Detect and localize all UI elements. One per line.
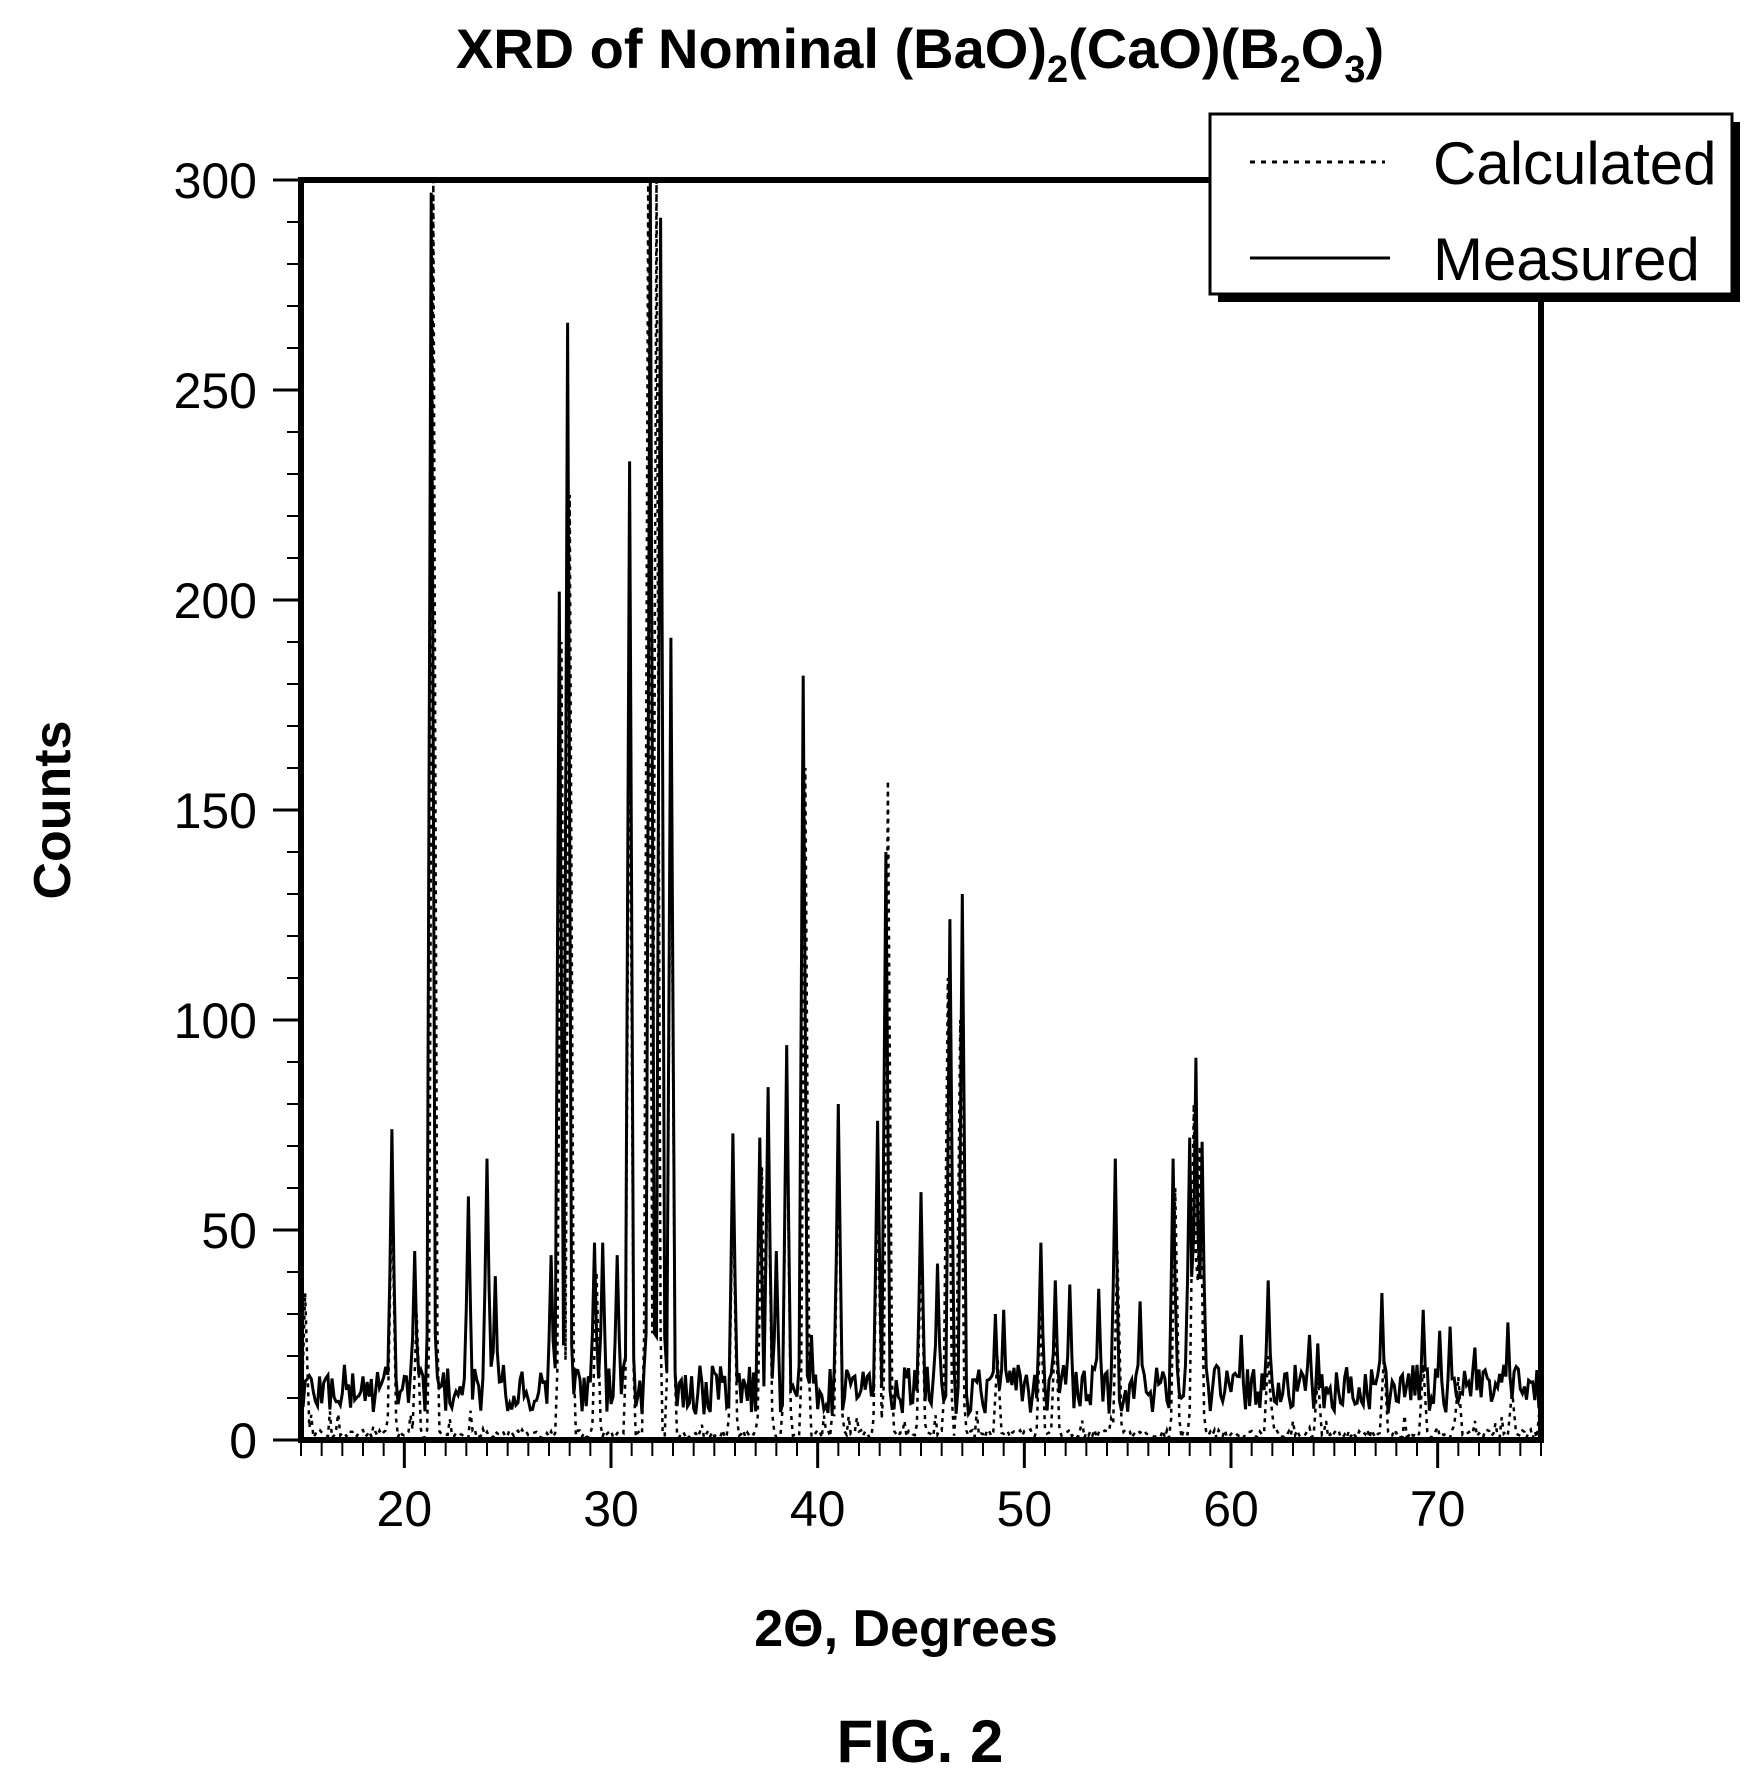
chart-title-sub1: 2 xyxy=(1047,49,1068,91)
chart-title-sub3: 3 xyxy=(1344,49,1365,91)
chart-title-suffix: ) xyxy=(1365,17,1384,80)
y-tick-label: 100 xyxy=(174,993,257,1049)
chart-title-sub2: 2 xyxy=(1280,49,1301,91)
x-tick-label: 60 xyxy=(1203,1481,1259,1537)
legend: Calculated Measured xyxy=(1208,112,1740,302)
legend-calculated-label: Calculated xyxy=(1433,130,1717,197)
x-tick-label: 30 xyxy=(583,1481,639,1537)
figure-label: FIG. 2 xyxy=(837,1708,1004,1775)
series-line-calculated xyxy=(301,180,1541,1440)
y-axis-label: Counts xyxy=(24,720,82,899)
x-tick-label: 70 xyxy=(1410,1481,1466,1537)
y-tick-label: 50 xyxy=(201,1203,257,1259)
chart-title-prefix: XRD of Nominal (BaO) xyxy=(456,17,1047,80)
chart-title: XRD of Nominal (BaO)2(CaO)(B2O3) xyxy=(456,17,1384,91)
y-tick-label: 200 xyxy=(174,573,257,629)
legend-measured-label: Measured xyxy=(1433,226,1700,293)
x-tick-label: 50 xyxy=(997,1481,1053,1537)
series-line-measured xyxy=(301,180,1541,1419)
x-tick-label: 40 xyxy=(790,1481,846,1537)
legend-box xyxy=(1208,112,1734,296)
chart-title-mid: (CaO)(B xyxy=(1068,17,1280,80)
y-tick-label: 250 xyxy=(174,363,257,419)
x-tick-label: 20 xyxy=(377,1481,433,1537)
y-tick-label: 300 xyxy=(174,153,257,209)
tick-layer: 0 50 100 150 200 250 300 20 30 40 50 60 70 xyxy=(174,153,1542,1537)
series-layer xyxy=(301,180,1541,1440)
y-tick-label: 0 xyxy=(229,1413,257,1469)
x-axis-label: 2Θ, Degrees xyxy=(754,1600,1058,1658)
y-tick-label: 150 xyxy=(174,783,257,839)
chart-title-mid2: O xyxy=(1301,17,1345,80)
